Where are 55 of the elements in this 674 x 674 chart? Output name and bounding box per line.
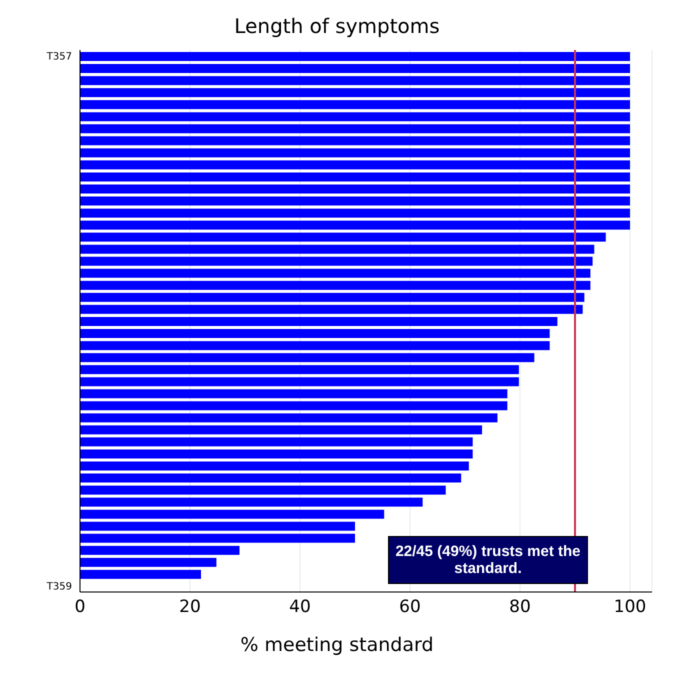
x-tick-label: 20 (179, 597, 201, 618)
bar (80, 148, 630, 158)
bar (80, 341, 550, 350)
bar (80, 498, 423, 507)
y-tick-label: T359 (46, 582, 72, 593)
bar (80, 220, 630, 230)
bar (80, 546, 240, 555)
bar (80, 437, 473, 446)
bar (80, 474, 462, 483)
x-tick-label: 40 (289, 597, 311, 618)
chart-title: Length of symptoms (233, 14, 441, 38)
x-tick-label: 80 (509, 597, 531, 618)
bar (80, 160, 630, 170)
x-tick-label: 0 (74, 597, 86, 618)
x-tick-label: 60 (399, 597, 421, 618)
bar (80, 413, 498, 422)
bar (80, 449, 473, 458)
bar (80, 522, 355, 531)
bar (80, 172, 630, 182)
bar (80, 268, 590, 278)
bar (80, 365, 519, 374)
bar (80, 196, 630, 206)
bar (80, 570, 201, 579)
bar (80, 558, 216, 567)
bar (80, 112, 630, 122)
bar (80, 353, 534, 362)
bar (80, 76, 630, 86)
bar (80, 329, 550, 338)
bar (80, 316, 558, 326)
bar (80, 389, 508, 398)
x-tick-label: 100 (614, 597, 646, 618)
bar (80, 232, 606, 242)
bar (80, 292, 584, 302)
y-tick-label: T357 (46, 52, 72, 63)
bar (80, 136, 630, 146)
bar (80, 462, 469, 471)
bar (80, 100, 630, 110)
bar (80, 64, 630, 74)
bar (80, 401, 508, 410)
bar (80, 304, 583, 314)
bar (80, 184, 630, 194)
bar (80, 88, 630, 98)
bar (80, 124, 630, 134)
x-axis-title: % meeting standard (239, 634, 435, 656)
bar (80, 52, 630, 61)
bar (80, 377, 519, 386)
annotation: 22/45 (49%) trusts met the standard. (388, 536, 588, 584)
bar (80, 244, 594, 254)
bar (80, 256, 593, 266)
bar (80, 280, 590, 290)
bar (80, 510, 384, 519)
bar (80, 208, 630, 218)
bar (80, 486, 446, 495)
bar (80, 534, 355, 543)
bar (80, 425, 482, 434)
